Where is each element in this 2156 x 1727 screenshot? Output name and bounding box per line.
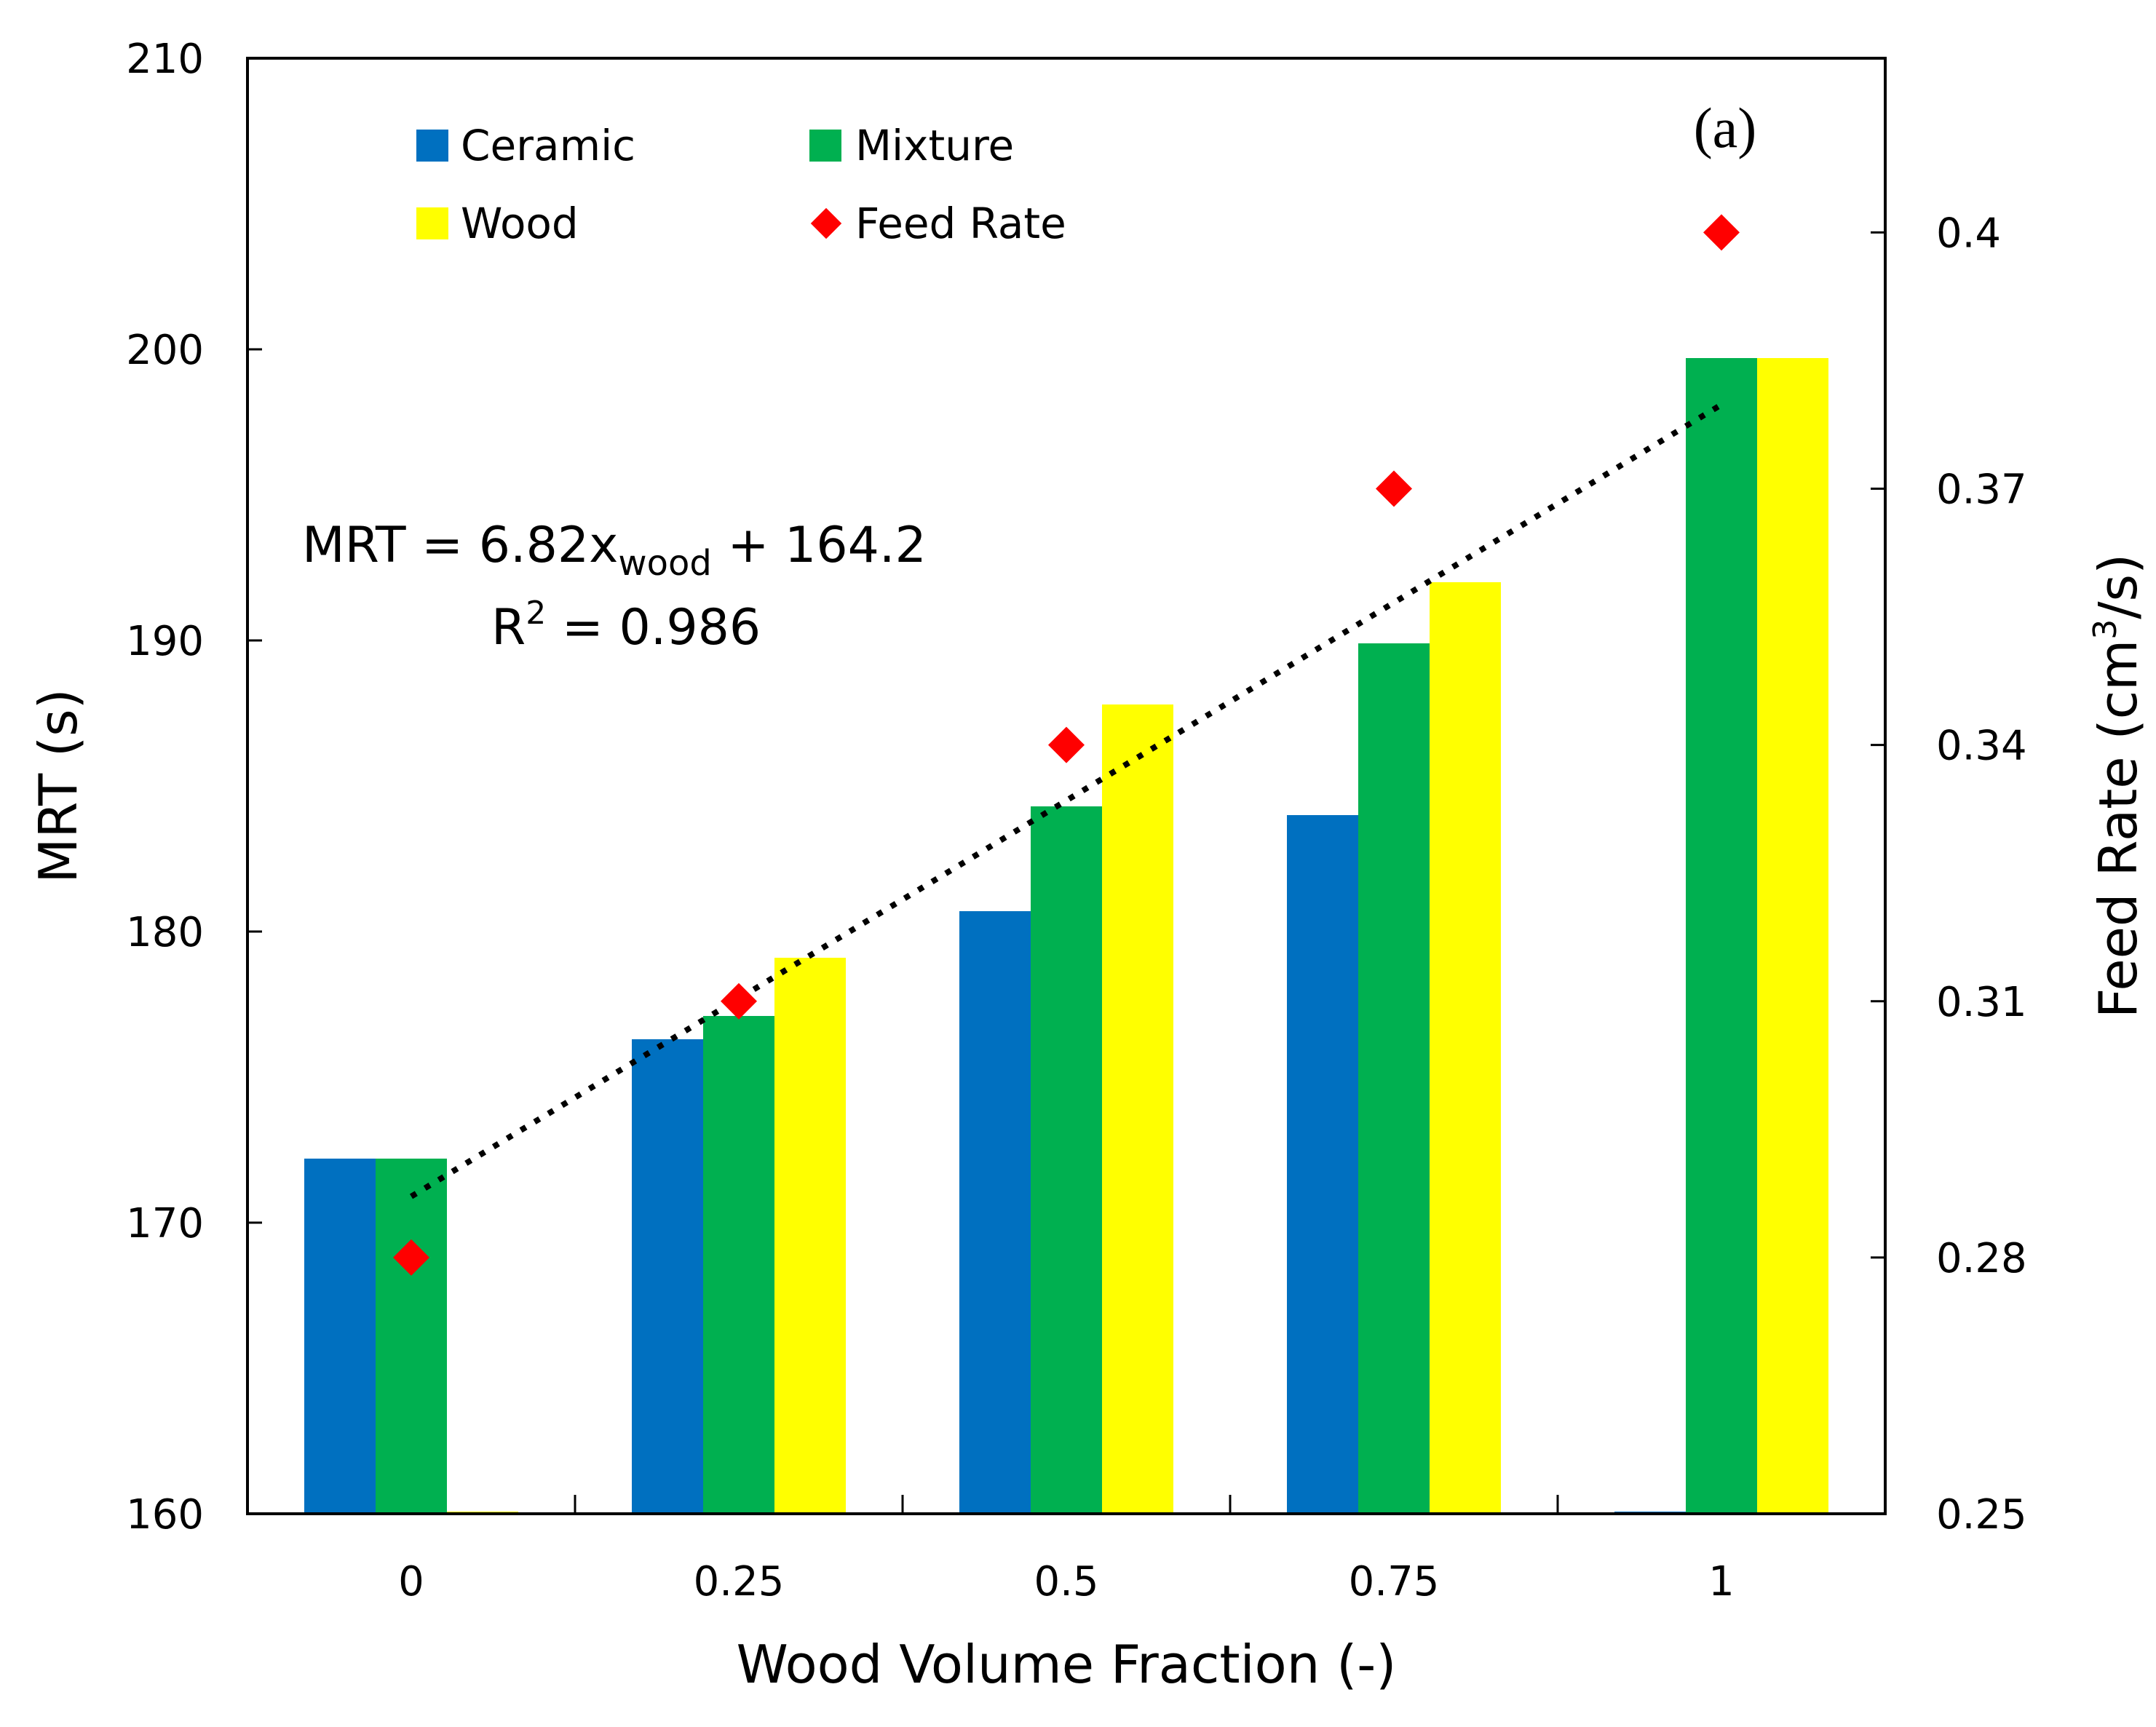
legend-label-ceramic: Ceramic bbox=[461, 121, 635, 170]
bar-mixture-0.75 bbox=[1358, 643, 1430, 1514]
y2-tick-label: 0.31 bbox=[1936, 979, 2027, 1026]
feed-rate-point-0.25 bbox=[721, 982, 757, 1020]
x-ticks: 0 0.25 0.5 0.75 1 bbox=[398, 1495, 1735, 1605]
y2-axis-title-end: /s) bbox=[2088, 554, 2149, 619]
feed-rate-point-0.5 bbox=[1048, 726, 1085, 763]
y-tick-label: 200 bbox=[126, 327, 204, 374]
legend-label-wood: Wood bbox=[461, 199, 579, 248]
x-tick-label: 0 bbox=[398, 1558, 424, 1605]
bar-wood-0.75 bbox=[1430, 582, 1501, 1514]
y-tick-label: 190 bbox=[126, 618, 204, 665]
x-tick-label: 0.25 bbox=[694, 1558, 785, 1605]
bar-wood-0.25 bbox=[774, 958, 846, 1514]
panel-label: (a) bbox=[1694, 96, 1757, 159]
trend-equation-tail: + 164.2 bbox=[712, 517, 927, 574]
bar-ceramic-0 bbox=[304, 1159, 376, 1514]
y2-axis-title-sup: 3 bbox=[2087, 619, 2124, 640]
y2-ticks: 0.25 0.28 0.31 0.34 0.37 0.4 bbox=[1871, 210, 2027, 1539]
y2-tick-label: 0.4 bbox=[1936, 210, 2001, 257]
y2-axis-title-main: Feed Rate (cm bbox=[2088, 640, 2149, 1018]
y-tick-label: 210 bbox=[126, 36, 204, 83]
y2-tick-label: 0.28 bbox=[1936, 1235, 2027, 1282]
trend-equation-main: MRT = 6.82x bbox=[302, 517, 618, 574]
y2-tick-label: 0.25 bbox=[1936, 1491, 2027, 1539]
y2-tick-label: 0.37 bbox=[1936, 467, 2027, 514]
trend-equation-sub: wood bbox=[618, 543, 711, 584]
bar-mixture-0.5 bbox=[1031, 806, 1102, 1514]
legend-swatch-mixture bbox=[809, 130, 841, 162]
x-tick-label: 1 bbox=[1708, 1558, 1735, 1605]
bar-ceramic-0.5 bbox=[959, 911, 1031, 1514]
bar-wood-1 bbox=[1757, 358, 1828, 1514]
r-squared-sup: 2 bbox=[526, 595, 546, 632]
legend-label-mixture: Mixture bbox=[855, 121, 1014, 170]
y-tick-label: 160 bbox=[126, 1491, 204, 1539]
legend-swatch-wood bbox=[416, 207, 448, 239]
feed-rate-markers bbox=[393, 214, 1740, 1276]
y-tick-label: 170 bbox=[126, 1200, 204, 1247]
bar-mixture-1 bbox=[1686, 358, 1757, 1514]
r-squared: R2 = 0.986 bbox=[491, 595, 761, 656]
x-tick-label: 0.75 bbox=[1349, 1558, 1440, 1605]
bar-ceramic-0.75 bbox=[1287, 815, 1358, 1514]
feed-rate-point-1 bbox=[1703, 214, 1740, 251]
trend-equation: MRT = 6.82xwood + 164.2 bbox=[302, 517, 927, 584]
legend-swatch-ceramic bbox=[416, 130, 448, 162]
bars-layer bbox=[304, 358, 1828, 1514]
x-tick-label: 0.5 bbox=[1034, 1558, 1098, 1605]
feed-rate-point-0 bbox=[393, 1239, 429, 1276]
legend-label-feed-rate: Feed Rate bbox=[855, 199, 1066, 248]
legend: Ceramic Mixture Wood Feed Rate bbox=[416, 121, 1066, 248]
feed-rate-point-0.75 bbox=[1376, 470, 1412, 507]
y-axis-title: MRT (s) bbox=[28, 688, 89, 883]
y2-tick-label: 0.34 bbox=[1936, 723, 2027, 770]
y2-axis-title: Feed Rate (cm3/s) bbox=[2087, 554, 2149, 1018]
legend-swatch-feed-rate bbox=[810, 207, 842, 239]
y-ticks: 160 170 180 190 200 210 bbox=[126, 36, 262, 1539]
bar-ceramic-0.25 bbox=[632, 1039, 703, 1514]
r-squared-lhs: R bbox=[491, 599, 526, 656]
plot-frame bbox=[246, 57, 1887, 1515]
r-squared-rhs: = 0.986 bbox=[546, 599, 761, 656]
bar-wood-0.5 bbox=[1102, 704, 1173, 1514]
bar-mixture-0 bbox=[376, 1159, 447, 1514]
bar-mixture-0.25 bbox=[703, 1016, 774, 1514]
x-axis-title: Wood Volume Fraction (-) bbox=[737, 1634, 1397, 1695]
y-tick-label: 180 bbox=[126, 909, 204, 956]
